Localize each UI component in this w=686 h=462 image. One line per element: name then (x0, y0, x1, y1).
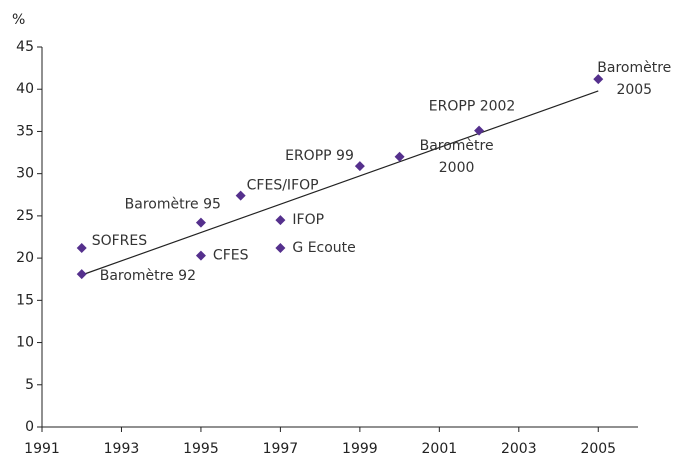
point (76, 242, 87, 253)
point-label: 2000 (439, 160, 475, 176)
point-label: SOFRES (92, 233, 148, 249)
point-label: EROPP 2002 (429, 99, 516, 115)
y-tick-label: 30 (16, 166, 34, 182)
point-label: Baromètre 95 (125, 197, 221, 213)
point (354, 161, 365, 172)
point (195, 217, 206, 228)
point-label: CFES/IFOP (247, 178, 319, 194)
y-tick-label: 25 (16, 208, 34, 224)
point-label: 2005 (616, 82, 652, 98)
point-label: G Ecoute (292, 240, 355, 256)
y-tick-label: 20 (16, 250, 34, 266)
point (275, 242, 286, 253)
x-tick-label: 1999 (342, 441, 378, 457)
y-tick-label: 10 (16, 335, 34, 351)
x-tick-label: 2005 (580, 441, 616, 457)
x-tick-label: 2001 (422, 441, 458, 457)
point-label: CFES (213, 248, 249, 264)
point (195, 250, 206, 261)
trend-line (81, 90, 599, 276)
point-label: EROPP 99 (285, 148, 354, 164)
x-tick-label: 1991 (24, 441, 60, 457)
y-tick-label: 15 (16, 292, 34, 308)
x-tick-label: 1993 (104, 441, 140, 457)
y-tick-label: 5 (25, 377, 34, 393)
y-axis-label: % (12, 12, 25, 28)
x-tick-label: 1997 (263, 441, 299, 457)
point (593, 74, 604, 85)
point-label: Baromètre (420, 138, 494, 154)
point (76, 269, 87, 280)
point (394, 151, 405, 162)
point (474, 125, 485, 136)
point-label: IFOP (292, 212, 324, 228)
point-label: Baromètre 92 (100, 268, 196, 284)
x-tick-label: 1995 (183, 441, 219, 457)
y-tick-label: 35 (16, 123, 34, 139)
y-tick-label: 0 (25, 419, 34, 435)
y-tick-label: 45 (16, 39, 34, 55)
y-tick-label: 40 (16, 81, 34, 97)
x-tick-label: 2003 (501, 441, 537, 457)
point-label: Baromètre (597, 60, 671, 76)
point (275, 215, 286, 226)
point (235, 190, 246, 201)
